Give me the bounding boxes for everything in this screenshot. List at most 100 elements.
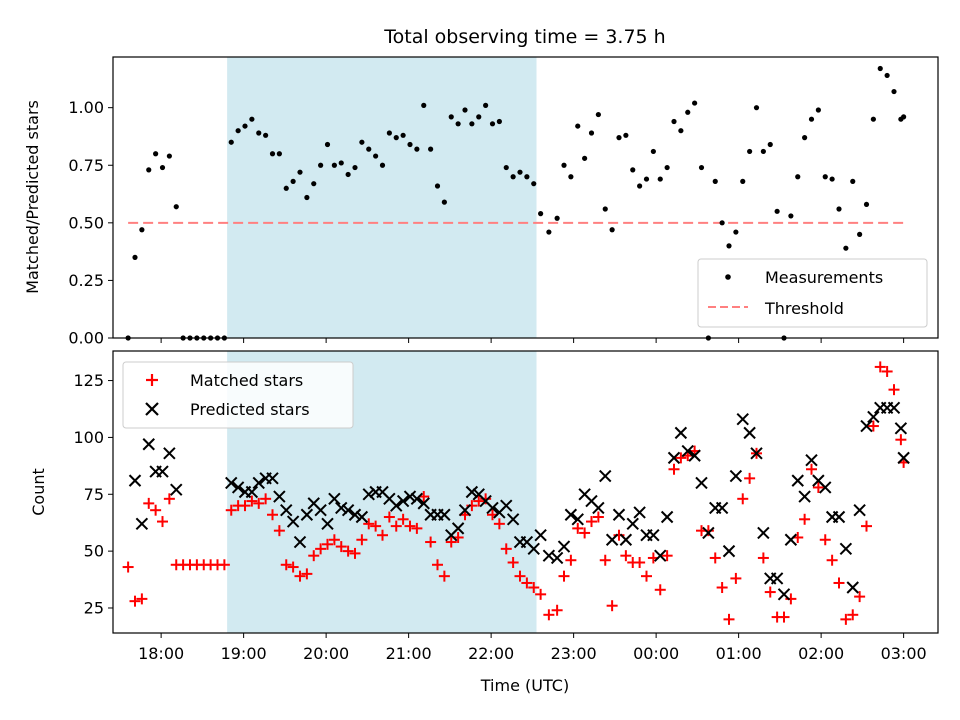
measurement-point (524, 174, 530, 180)
predicted-stars-point-b (472, 488, 485, 501)
measurement-point (637, 183, 643, 189)
measurement-point (877, 65, 883, 72)
predicted-stars-point (225, 476, 238, 490)
predicted-stars-point-b (757, 526, 770, 540)
measurement-point (760, 148, 766, 155)
measurement-point (476, 114, 482, 120)
matched-stars-point (558, 570, 570, 582)
matched-stars-point (143, 497, 155, 509)
matched-stars-point (579, 527, 591, 539)
predicted-stars-point (619, 533, 633, 546)
bottom-legend-box (122, 361, 354, 429)
predicted-stars-point-b (853, 503, 866, 517)
predicted-stars-point (410, 492, 424, 506)
matched-stars-point (163, 493, 175, 505)
measurement-point (802, 135, 808, 141)
predicted-stars-point-b (819, 481, 832, 494)
matched-stars-point (634, 557, 646, 568)
matched-stars-point (867, 420, 879, 432)
x-tick-label: 20:00 (303, 644, 349, 663)
measurement-point (698, 164, 705, 171)
measurement-point (850, 178, 856, 184)
predicted-stars-point-b (438, 508, 451, 521)
matched-stars-point (246, 495, 258, 507)
matched-stars-point (819, 534, 831, 546)
predicted-stars-point-b (887, 401, 901, 415)
matched-stars-point (273, 525, 285, 537)
predicted-stars-point-b (592, 501, 605, 515)
predicted-stars-point-b (612, 508, 626, 521)
predicted-stars-point (626, 517, 639, 531)
predicted-stars-point (743, 426, 756, 440)
predicted-stars-point-b (867, 410, 880, 424)
matched-stars-point (716, 582, 728, 594)
matched-stars-point (129, 595, 141, 607)
matched-stars-point (709, 552, 721, 564)
matched-stars-point (826, 554, 838, 566)
measurement-point (870, 116, 876, 122)
predicted-stars-point-b (777, 588, 791, 601)
predicted-stars-point (791, 474, 804, 487)
matched-stars-points (122, 361, 910, 625)
measurement-point (159, 164, 166, 171)
matched-stars-point (122, 561, 134, 573)
predicted-stars-point-b (715, 501, 729, 515)
matched-stars-point (535, 588, 547, 600)
predicted-stars-point-b (286, 515, 300, 528)
matched-stars-point (239, 500, 251, 512)
predicted-stars-point (633, 506, 646, 519)
measurement-point (843, 245, 849, 251)
predicted-stars-point (729, 469, 743, 483)
measurement-point (582, 155, 588, 161)
top-y-tick-label: 0.50 (68, 213, 104, 232)
predicted-stars-point-b (252, 476, 265, 490)
measurement-point (448, 114, 454, 120)
predicted-stars-point (128, 474, 142, 487)
matched-stars-point (157, 516, 168, 528)
predicted-stars-point-b (341, 503, 355, 517)
measurement-point (795, 174, 801, 180)
predicted-stars-point-b (135, 517, 149, 531)
measurement-point (469, 121, 475, 127)
measurement-point (747, 148, 753, 155)
predicted-stars-point-b (390, 499, 403, 512)
matched-stars-point (599, 554, 611, 566)
predicted-stars-point (681, 444, 694, 458)
predicted-stars-point-b (688, 449, 701, 462)
measurement-point (602, 206, 608, 212)
measurement-point (857, 231, 863, 237)
measurement-point (132, 254, 138, 260)
matched-stars-point (543, 609, 555, 621)
matched-stars-point (370, 520, 382, 532)
measurement-point (685, 109, 691, 115)
matched-stars-point (737, 493, 749, 505)
matched-stars-point (888, 384, 900, 396)
measurement-point (588, 130, 595, 136)
predicted-stars-point-b (647, 529, 660, 542)
matched-stars-point (253, 497, 265, 509)
matched-stars-point (493, 518, 505, 530)
predicted-stars-point-b (674, 426, 688, 440)
predicted-stars-point (163, 447, 176, 460)
predicted-stars-point (348, 508, 362, 521)
chart-title: Total observing time = 3.75 h (383, 26, 665, 48)
measurement-point (269, 151, 276, 157)
matched-stars-point (785, 593, 797, 605)
matched-stars-point (551, 604, 563, 616)
predicted-stars-point (328, 492, 341, 506)
measurement-point (692, 100, 698, 106)
predicted-stars-point-b (328, 492, 341, 506)
measurement-point (733, 229, 739, 235)
matched-stars-point (586, 516, 597, 528)
matched-stars-point (833, 577, 845, 589)
top-x-ticks (160, 338, 905, 343)
matched-stars-point (702, 525, 714, 537)
matched-stars-point (654, 584, 666, 596)
matched-stars-point (764, 586, 776, 598)
predicted-stars-point (757, 526, 770, 540)
measurement-point (228, 139, 234, 145)
measurement-point (753, 105, 760, 111)
measurement-point (276, 151, 282, 157)
predicted-stars-point (702, 526, 715, 540)
bottom-y-axis-label: Count (29, 468, 48, 516)
